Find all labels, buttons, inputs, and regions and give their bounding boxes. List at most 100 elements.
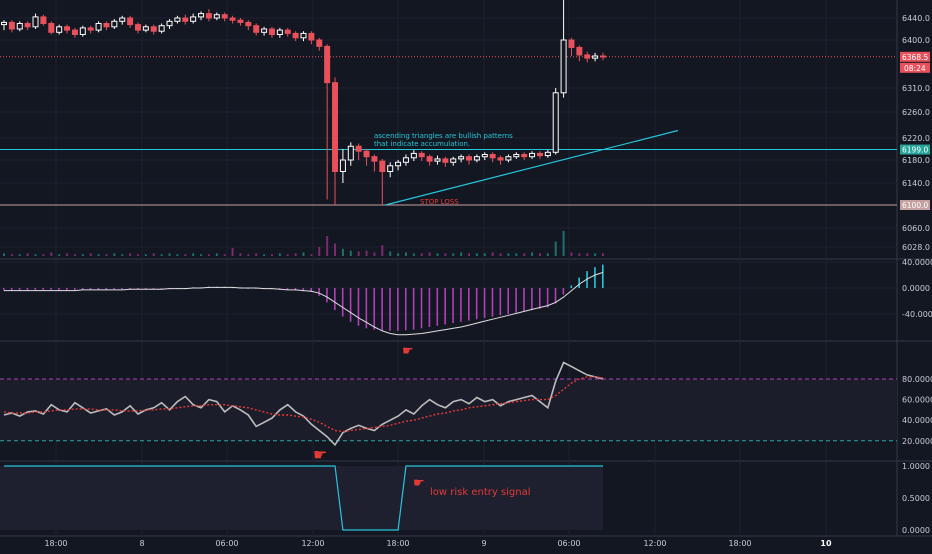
- volume-bar: [602, 253, 604, 256]
- candle-body[interactable]: [103, 23, 110, 28]
- candle-body[interactable]: [166, 20, 173, 27]
- candle-body[interactable]: [458, 156, 465, 160]
- candle-body[interactable]: [56, 26, 63, 33]
- candle-body[interactable]: [142, 26, 149, 31]
- candle-body[interactable]: [111, 20, 118, 28]
- candle-body[interactable]: [536, 152, 543, 157]
- candle-body[interactable]: [418, 152, 425, 158]
- candle-body[interactable]: [592, 55, 599, 59]
- time-tick-label: 9: [481, 539, 486, 548]
- candle-body[interactable]: [473, 156, 480, 161]
- candle-body[interactable]: [339, 159, 346, 172]
- macd-histogram-bar: [420, 288, 423, 329]
- candle-body[interactable]: [521, 154, 528, 158]
- candle-body[interactable]: [481, 154, 488, 158]
- candle-body[interactable]: [198, 13, 205, 18]
- candle-body[interactable]: [95, 23, 102, 31]
- candle-body[interactable]: [316, 39, 323, 47]
- candle-body[interactable]: [544, 151, 551, 157]
- candle-body[interactable]: [48, 23, 55, 33]
- candle-body[interactable]: [355, 145, 362, 152]
- candle-body[interactable]: [40, 16, 47, 24]
- macd-tick-label: 0.0000: [902, 284, 930, 293]
- candle-body[interactable]: [150, 26, 157, 32]
- candle-body[interactable]: [87, 27, 94, 31]
- candle-body[interactable]: [442, 158, 449, 163]
- volume-bar: [10, 254, 13, 256]
- candle-body[interactable]: [513, 154, 520, 158]
- macd-histogram-bar: [34, 288, 37, 290]
- volume-bar: [302, 252, 305, 256]
- candle-body[interactable]: [174, 17, 181, 22]
- price-badge-time: 08:24: [904, 64, 926, 73]
- candle-body[interactable]: [32, 16, 39, 28]
- candle-body[interactable]: [529, 152, 536, 158]
- macd-histogram-bar: [546, 288, 549, 308]
- candle-body[interactable]: [182, 17, 189, 22]
- candle-body[interactable]: [284, 29, 291, 34]
- candle-body[interactable]: [245, 21, 252, 27]
- candle-body[interactable]: [308, 32, 315, 41]
- macd-histogram-bar: [404, 288, 407, 331]
- price-tick-label: 6310.0: [902, 84, 930, 93]
- ascending-trendline[interactable]: [385, 129, 679, 206]
- candle-body[interactable]: [1, 21, 7, 26]
- candle-body[interactable]: [79, 27, 86, 35]
- candle-body[interactable]: [221, 14, 228, 19]
- candle-body[interactable]: [426, 156, 433, 162]
- candle-body[interactable]: [497, 157, 504, 161]
- candle-body[interactable]: [205, 13, 212, 19]
- candle-body[interactable]: [576, 46, 583, 56]
- candle-body[interactable]: [24, 23, 31, 28]
- candle-body[interactable]: [552, 92, 559, 153]
- candle-body[interactable]: [410, 152, 417, 159]
- candle-body[interactable]: [213, 14, 220, 19]
- candle-body[interactable]: [276, 29, 283, 36]
- candle-body[interactable]: [300, 32, 307, 39]
- volume-bar: [341, 248, 344, 256]
- candle-body[interactable]: [253, 25, 260, 33]
- candle-body[interactable]: [292, 32, 299, 39]
- volume-bar: [365, 250, 368, 256]
- candle-body[interactable]: [371, 156, 378, 162]
- candle-body[interactable]: [560, 39, 567, 94]
- candle-body[interactable]: [268, 28, 275, 35]
- candle-body[interactable]: [229, 17, 236, 21]
- candle-body[interactable]: [119, 17, 126, 22]
- candle-body[interactable]: [363, 150, 370, 158]
- candle-body[interactable]: [347, 145, 354, 161]
- candle-body[interactable]: [600, 55, 606, 58]
- candle-body[interactable]: [8, 21, 15, 30]
- candle-body[interactable]: [489, 154, 496, 159]
- candle-body[interactable]: [16, 23, 23, 30]
- candle-body[interactable]: [134, 24, 141, 31]
- macd-signal-line[interactable]: [4, 271, 604, 336]
- candle-body[interactable]: [237, 19, 244, 23]
- candle-body[interactable]: [584, 54, 591, 59]
- candle-body[interactable]: [158, 25, 165, 32]
- macd-histogram-bar: [42, 288, 45, 290]
- candle-body[interactable]: [568, 39, 575, 48]
- candle-body[interactable]: [190, 16, 197, 22]
- price-tick-label: 6140.0: [902, 179, 930, 188]
- candle-body[interactable]: [402, 157, 409, 163]
- candle-body[interactable]: [505, 156, 512, 161]
- candle-body[interactable]: [395, 161, 402, 167]
- rsi-signal-line[interactable]: [3, 376, 604, 433]
- volume-bar: [483, 253, 486, 256]
- candle-body[interactable]: [434, 158, 441, 162]
- candle-body[interactable]: [379, 160, 386, 172]
- candle-body[interactable]: [387, 165, 394, 172]
- candle-body[interactable]: [450, 158, 457, 163]
- candle-body[interactable]: [324, 45, 331, 84]
- candle-body[interactable]: [261, 28, 268, 33]
- candle-body[interactable]: [127, 17, 134, 26]
- candle-body[interactable]: [64, 26, 71, 31]
- candle-body[interactable]: [466, 156, 473, 161]
- candle-body[interactable]: [71, 29, 78, 36]
- entry-signal-line[interactable]: [4, 465, 603, 531]
- price-tick-label: 6180.0: [902, 156, 930, 165]
- candle-body[interactable]: [332, 82, 339, 172]
